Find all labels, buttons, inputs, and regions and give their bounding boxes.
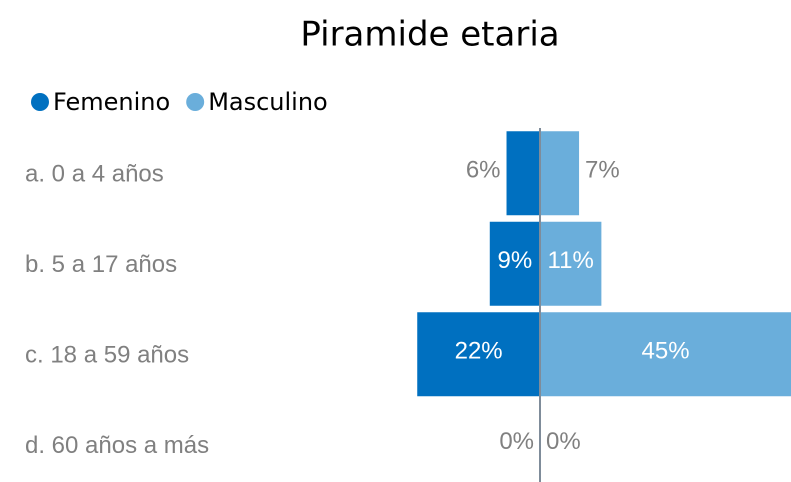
legend-marker bbox=[31, 93, 49, 111]
legend-label: Femenino bbox=[53, 88, 170, 116]
bar bbox=[417, 312, 540, 397]
bar bbox=[540, 131, 580, 216]
data-label: 0% bbox=[499, 428, 534, 455]
chart-title: Piramide etaria bbox=[300, 15, 559, 55]
legend-marker bbox=[186, 93, 205, 111]
category-label: c. 18 a 59 años bbox=[25, 342, 189, 369]
data-label: 22% bbox=[455, 338, 503, 365]
bar bbox=[506, 131, 540, 216]
data-label: 11% bbox=[548, 247, 594, 274]
data-label: 7% bbox=[585, 157, 620, 184]
category-label: b. 5 a 17 años bbox=[25, 251, 177, 278]
bar bbox=[540, 221, 602, 306]
data-label: 6% bbox=[466, 157, 501, 184]
category-label: a. 0 a 4 años bbox=[25, 161, 164, 188]
legend-label: Masculino bbox=[208, 88, 328, 116]
category-label: d. 60 años a más bbox=[25, 432, 209, 459]
bar bbox=[540, 312, 791, 397]
data-label: 9% bbox=[498, 247, 533, 274]
data-label: 0% bbox=[546, 428, 581, 455]
bar bbox=[489, 221, 540, 306]
data-label: 45% bbox=[642, 338, 690, 365]
